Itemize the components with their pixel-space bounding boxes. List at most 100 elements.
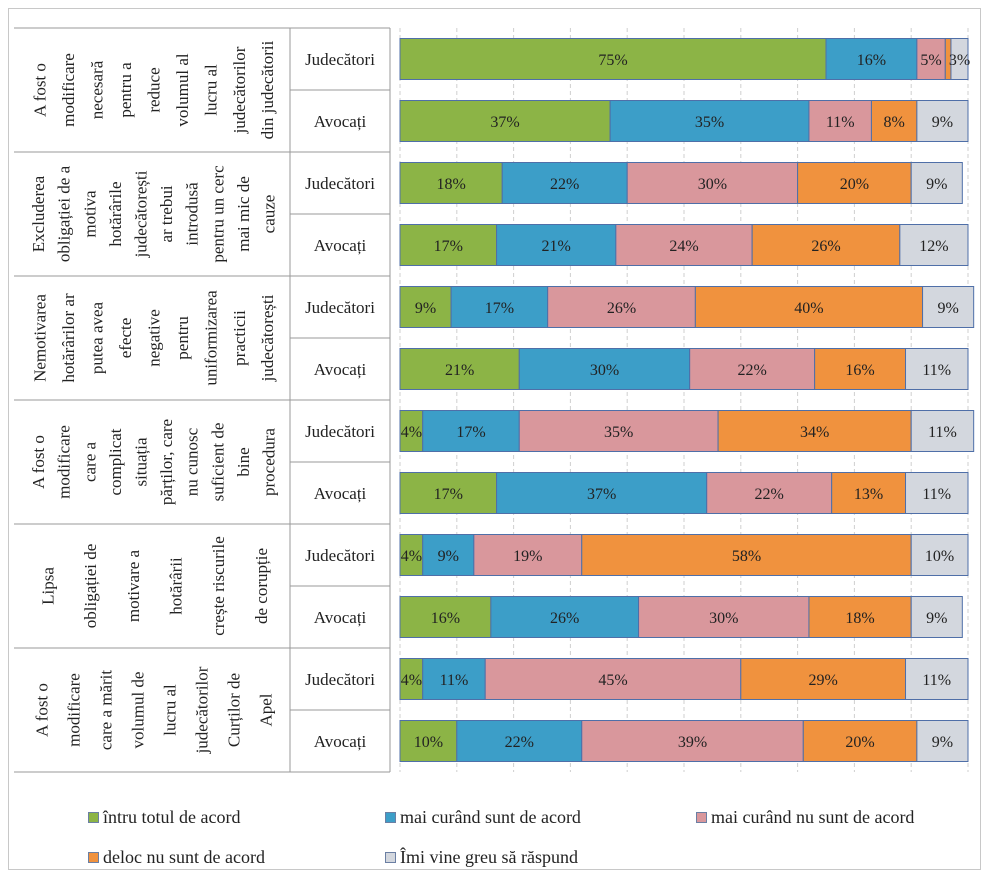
- bar-value-label: 58%: [732, 548, 761, 565]
- bar-value-label: 19%: [513, 548, 542, 565]
- bar-value-label: 9%: [932, 114, 953, 131]
- group-label-line: judecătorilor: [230, 46, 249, 134]
- bar-value-label: 17%: [434, 238, 463, 255]
- bar-segment: [581, 534, 912, 576]
- group-label-line: pentru: [173, 316, 192, 360]
- group-label-line: putea avea: [88, 301, 107, 374]
- group-label-line: practicii: [230, 310, 249, 366]
- bar-value-label: 16%: [857, 52, 886, 69]
- respondent-label: Judecători: [305, 546, 375, 565]
- bar-value-label: 17%: [485, 300, 514, 317]
- bar-value-label: 11%: [922, 672, 951, 689]
- respondent-label: Judecători: [305, 422, 375, 441]
- group-label-line: bine: [234, 447, 253, 476]
- bar-value-label: 11%: [922, 486, 951, 503]
- group-label-line: judecătorești: [258, 294, 277, 382]
- legend-label: întru totul de acord: [103, 807, 241, 827]
- group-label-line: cauze: [259, 195, 278, 234]
- group-label-line: A fost o: [31, 63, 50, 117]
- bar-value-label: 9%: [926, 610, 947, 627]
- bar-segment: [751, 224, 901, 266]
- bar-segment: [706, 472, 833, 514]
- group-label-line: obligației de: [81, 544, 100, 629]
- bar-segment: [689, 348, 816, 390]
- bar-segment: [484, 658, 742, 700]
- group-label-line: uniformizarea: [201, 290, 220, 386]
- group-label-line: obligației de a: [55, 165, 74, 262]
- bar-segment: [638, 596, 810, 638]
- group-label-line: judecătorești: [131, 170, 150, 258]
- bar-value-label: 21%: [445, 362, 474, 379]
- legend-label: Îmi vine greu să răspund: [400, 847, 578, 867]
- bar-segment: [501, 162, 628, 204]
- group-label-line: efecte: [116, 318, 135, 359]
- bar-segment: [910, 410, 975, 452]
- bar-segment: [399, 720, 458, 762]
- legend-swatch: [385, 852, 396, 863]
- legend-item-total-acord: întru totul de acord: [88, 807, 240, 828]
- respondent-label: Avocați: [314, 732, 367, 751]
- bar-segment: [905, 348, 969, 390]
- respondent-label: Judecători: [305, 670, 375, 689]
- bar-value-label: 12%: [919, 238, 948, 255]
- group-label-line: complicat: [106, 428, 125, 495]
- group-label-line: A fost o: [29, 435, 48, 489]
- group-label-line: introdusă: [183, 182, 202, 246]
- chart-frame: [8, 8, 981, 870]
- group-label-line: reduce: [144, 67, 163, 112]
- legend-swatch: [696, 812, 707, 823]
- bar-value-label: 22%: [550, 176, 579, 193]
- group-label-line: hotărârile: [106, 181, 125, 246]
- bar-value-label: 11%: [826, 114, 855, 131]
- respondent-label: Avocați: [314, 484, 367, 503]
- bar-value-label: 75%: [598, 52, 627, 69]
- bar-value-label: 22%: [755, 486, 784, 503]
- bar-value-label: 24%: [669, 238, 698, 255]
- legend-swatch: [88, 852, 99, 863]
- bar-segment: [717, 410, 912, 452]
- legend-swatch: [385, 812, 396, 823]
- bar-segment: [615, 224, 753, 266]
- bar-segment: [518, 410, 719, 452]
- group-label-line: modificare: [55, 425, 74, 499]
- group-label-line: Lipsa: [38, 567, 57, 605]
- group-label-line: negative: [144, 309, 163, 367]
- bar-segment: [694, 286, 924, 328]
- group-label-line: crește riscurile: [209, 536, 228, 636]
- bar-segment: [814, 348, 907, 390]
- bar-value-label: 40%: [794, 300, 823, 317]
- group-label-line: modificare: [59, 53, 78, 127]
- bar-value-label: 37%: [587, 486, 616, 503]
- bar-value-label: 11%: [440, 672, 469, 689]
- bar-value-label: 9%: [926, 176, 947, 193]
- group-label-line: mai mic de: [234, 176, 253, 252]
- legend-label: mai curând sunt de acord: [400, 807, 581, 827]
- group-label-line: care a: [80, 441, 99, 482]
- bar-value-label: 17%: [456, 424, 485, 441]
- bar-value-label: 4%: [401, 672, 422, 689]
- bar-value-label: 26%: [550, 610, 579, 627]
- bar-value-label: 35%: [695, 114, 724, 131]
- bar-value-label: 45%: [598, 672, 627, 689]
- bar-segment: [422, 410, 520, 452]
- bar-segment: [808, 100, 872, 142]
- legend-label: mai curând nu sunt de acord: [711, 807, 915, 827]
- group-label-line: de corupție: [252, 548, 271, 624]
- legend-item-curand-nu-acord: mai curând nu sunt de acord: [696, 807, 914, 828]
- bar-value-label: 9%: [415, 300, 436, 317]
- bar-value-label: 22%: [505, 734, 534, 751]
- legend-item-greu-raspund: Îmi vine greu să răspund: [385, 847, 578, 868]
- group-label-line: motivare a: [124, 549, 143, 622]
- respondent-label: Avocați: [314, 236, 367, 255]
- bar-segment: [916, 38, 946, 80]
- bar-value-label: 30%: [709, 610, 738, 627]
- legend-label: deloc nu sunt de acord: [103, 847, 265, 867]
- bar-value-label: 18%: [845, 610, 874, 627]
- bar-value-label: 34%: [800, 424, 829, 441]
- bar-segment: [802, 720, 918, 762]
- group-label-line: motiva: [80, 190, 99, 238]
- group-label-line: situația: [131, 437, 150, 487]
- bar-value-label: 16%: [845, 362, 874, 379]
- bar-segment: [496, 472, 708, 514]
